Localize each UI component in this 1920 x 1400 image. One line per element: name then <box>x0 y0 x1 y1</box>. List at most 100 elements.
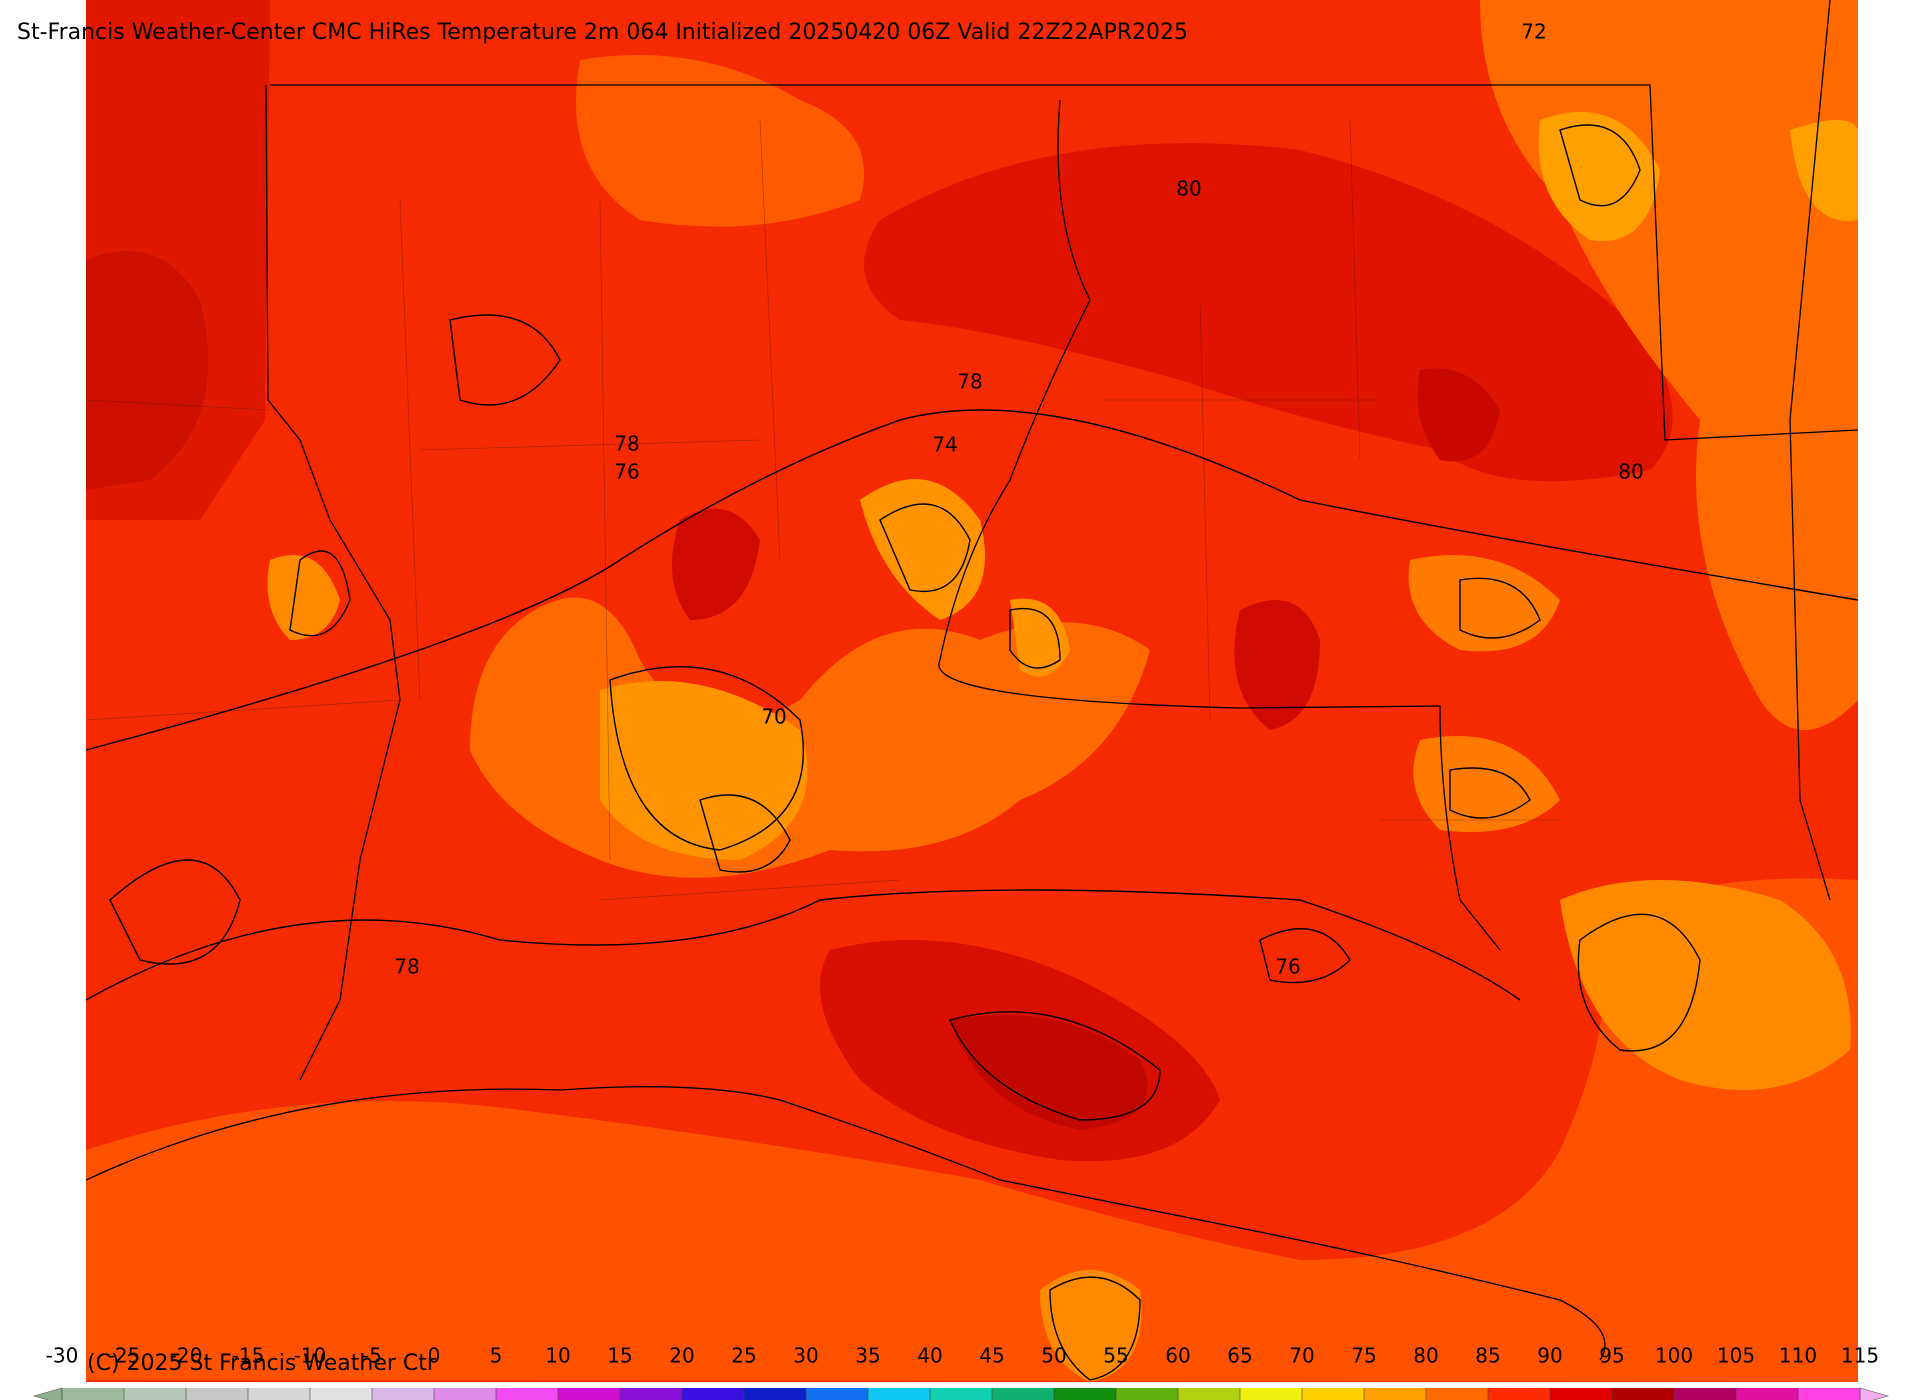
colorbar-tick-label: 115 <box>1841 1344 1879 1368</box>
colorbar-segment <box>868 1388 930 1400</box>
colorbar-tick-label: 5 <box>490 1344 503 1368</box>
colorbar-segment <box>1488 1388 1550 1400</box>
colorbar-tick-label: 35 <box>855 1344 880 1368</box>
isotherm <box>879 503 971 593</box>
colorbar-tick-label: 25 <box>731 1344 756 1368</box>
colorbar-tick-label: 80 <box>1413 1344 1438 1368</box>
contour-label: 76 <box>614 460 639 484</box>
contour-label: 76 <box>1275 955 1300 979</box>
colorbar-tick-label: 65 <box>1227 1344 1252 1368</box>
contour-label: 74 <box>932 433 957 457</box>
temperature-map <box>85 0 1859 1382</box>
cool-zone <box>576 55 864 227</box>
colorbar-segment <box>310 1388 372 1400</box>
mild-zone <box>267 555 340 640</box>
contour-label: 78 <box>394 955 419 979</box>
state-border <box>938 99 1501 951</box>
colorbar-tick-label: 0 <box>428 1344 441 1368</box>
colorbar-tick-label: -10 <box>294 1344 327 1368</box>
colorbar-segment <box>682 1388 744 1400</box>
state-border <box>270 84 1859 441</box>
colorbar-segment <box>1550 1388 1612 1400</box>
hot-zone <box>950 1015 1148 1130</box>
isotherm <box>1259 928 1351 984</box>
colorbar-tick-label: 15 <box>607 1344 632 1368</box>
colorbar-tick-label: 20 <box>669 1344 694 1368</box>
contour-label: 80 <box>1176 177 1201 201</box>
colorbar-tick-label: 105 <box>1717 1344 1755 1368</box>
isotherm <box>949 1011 1161 1121</box>
isotherm <box>449 314 561 406</box>
colorbar-segment <box>806 1388 868 1400</box>
colorbar-segment <box>372 1388 434 1400</box>
state-border <box>1789 0 1831 901</box>
colorbar-segment <box>1178 1388 1240 1400</box>
copyright: (C) 2025 St Francis Weather Ctr <box>87 1351 437 1376</box>
county-lines <box>85 119 1560 901</box>
isotherm <box>1559 124 1641 207</box>
colorbar-segment <box>1054 1388 1116 1400</box>
state-border <box>265 84 401 1081</box>
colorbar-segment <box>1426 1388 1488 1400</box>
mild-zone <box>1538 111 1660 242</box>
colorbar-tick-label: 90 <box>1537 1344 1562 1368</box>
contour-label: 70 <box>761 705 786 729</box>
colorbar-segment <box>248 1388 310 1400</box>
colorbar-segment <box>1302 1388 1364 1400</box>
colorbar-segment <box>620 1388 682 1400</box>
isotherm <box>109 859 241 965</box>
contour-label: 78 <box>957 370 982 394</box>
hot-zone <box>672 508 760 620</box>
mild-zone <box>1790 120 1858 221</box>
contour-label: 80 <box>1618 460 1643 484</box>
isotherm <box>85 409 1859 751</box>
hot-zone <box>1234 600 1320 730</box>
colorbar-tick-label: 45 <box>979 1344 1004 1368</box>
colorbar-segment <box>1612 1388 1674 1400</box>
colorbar-tick-label: 60 <box>1165 1344 1190 1368</box>
hot-zone <box>1417 368 1500 462</box>
isotherm <box>1577 913 1701 1052</box>
colorbar-segment <box>1798 1388 1860 1400</box>
isotherm <box>1009 608 1061 669</box>
colorbar-segment <box>744 1388 806 1400</box>
colorbar-tick-label: 40 <box>917 1344 942 1368</box>
mild-zone <box>860 479 985 620</box>
colorbar-tick-label: 10 <box>545 1344 570 1368</box>
colorbar-segment <box>1736 1388 1798 1400</box>
colorbar-tick-label: 50 <box>1041 1344 1066 1368</box>
isotherm <box>85 889 1521 1001</box>
colorbar-tick-label: -25 <box>108 1344 141 1368</box>
colorbar-segment <box>62 1388 124 1400</box>
colorbar-segment <box>124 1388 186 1400</box>
colorbar-segment <box>558 1388 620 1400</box>
isotherm <box>609 665 804 851</box>
colorbar-tick-label: 75 <box>1351 1344 1376 1368</box>
contour-label: 72 <box>1521 20 1546 44</box>
colorbar: -30 -25 -20 -15 -10 -5 0 5 10 15 20 25 30 35 40 45 50 55 6… <box>32 1344 1890 1400</box>
mild-zone <box>1010 598 1070 677</box>
isotherm <box>289 550 351 637</box>
colorbar-tick-label: -30 <box>46 1344 79 1368</box>
colorbar-over <box>1859 1387 1890 1400</box>
colorbar-tick-label: 30 <box>793 1344 818 1368</box>
colorbar-segment <box>930 1388 992 1400</box>
contour-labels: 72 80 78 78 76 74 80 70 78 76 <box>394 20 1643 979</box>
colorbar-tick-label: -5 <box>362 1344 382 1368</box>
mild-zone <box>1560 880 1851 1090</box>
colorbar-segment <box>1674 1388 1736 1400</box>
isotherm <box>699 794 791 873</box>
colorbar-segment <box>1240 1388 1302 1400</box>
cool-zone <box>1408 555 1560 652</box>
colorbar-tick-label: -15 <box>232 1344 265 1368</box>
colorbar-tick-label: -20 <box>170 1344 203 1368</box>
colorbar-under <box>32 1387 63 1400</box>
map-title: St-Francis Weather-Center CMC HiRes Temp… <box>17 20 1188 45</box>
colorbar-tick-label: 110 <box>1779 1344 1817 1368</box>
isotherm <box>1049 1276 1141 1381</box>
colorbar-tick-label: 55 <box>1103 1344 1128 1368</box>
colorbar-segment <box>992 1388 1054 1400</box>
isotherm <box>1459 577 1541 639</box>
